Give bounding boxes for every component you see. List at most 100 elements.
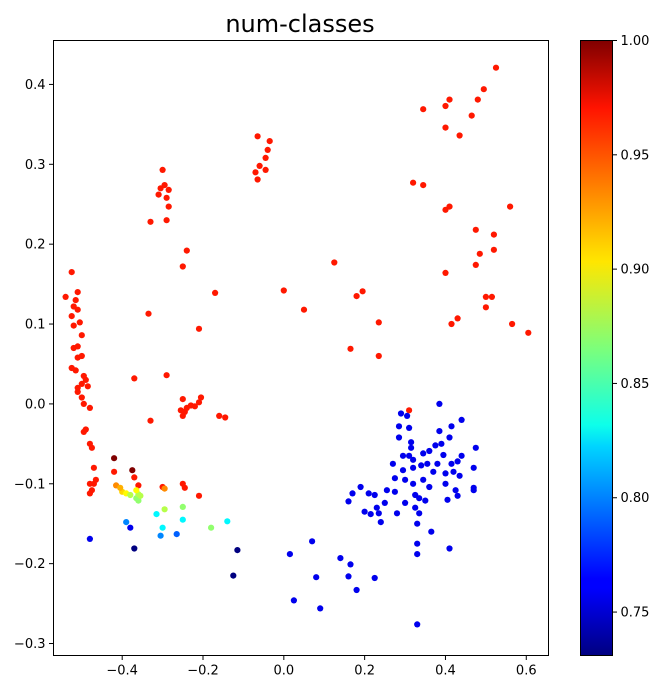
scatter-point	[331, 259, 338, 266]
scatter-point	[454, 492, 461, 499]
scatter-point	[309, 538, 316, 545]
scatter-point	[402, 499, 409, 506]
x-tick-label: −0.2	[187, 664, 219, 679]
scatter-point	[430, 468, 437, 475]
scatter-point	[147, 218, 154, 225]
scatter-point	[131, 375, 138, 382]
scatter-point	[197, 394, 205, 401]
scatter-point	[78, 380, 85, 387]
scatter-point	[74, 388, 81, 395]
scatter-point	[446, 96, 453, 103]
scatter-point	[163, 217, 170, 224]
scatter-point	[256, 162, 263, 169]
scatter-point	[127, 491, 134, 499]
scatter-point	[472, 261, 479, 268]
scatter-point	[490, 231, 497, 238]
scatter-point	[72, 367, 79, 374]
plot-frame	[53, 40, 549, 656]
scatter-point	[181, 484, 188, 491]
scatter-point	[123, 519, 130, 526]
scatter-point	[137, 492, 144, 499]
scatter-point	[224, 518, 231, 525]
scatter-point	[375, 510, 382, 517]
scatter-point	[454, 458, 461, 465]
scatter-point	[173, 531, 180, 538]
colorbar-tick-label: 0.75	[621, 606, 650, 621]
scatter-point	[482, 293, 489, 300]
scatter-point	[404, 412, 411, 419]
scatter-point	[361, 508, 368, 515]
scatter-point	[86, 404, 93, 411]
scatter-point	[391, 475, 398, 482]
points-layer	[62, 64, 532, 628]
scatter-point	[345, 573, 352, 580]
scatter-point	[86, 535, 93, 543]
scatter-point	[454, 315, 461, 322]
scatter-point	[357, 483, 364, 491]
scatter-point	[145, 310, 152, 317]
scatter-point	[159, 524, 166, 531]
scatter-point	[420, 450, 427, 457]
scatter-point	[286, 551, 293, 558]
scatter-point	[133, 487, 140, 494]
scatter-point	[165, 186, 172, 193]
colorbar-ticks: 0.75 0.80 0.85 0.90 0.95 1.00	[612, 34, 650, 621]
scatter-point	[480, 86, 487, 93]
scatter-point	[62, 293, 69, 300]
scatter-point	[252, 169, 259, 176]
scatter-point	[254, 133, 261, 140]
scatter-point	[452, 487, 459, 494]
scatter-point	[127, 524, 134, 531]
scatter-point	[349, 490, 356, 497]
scatter-point	[347, 561, 354, 568]
scatter-point	[266, 138, 273, 145]
scatter-point	[157, 532, 164, 539]
scatter-point	[345, 498, 352, 505]
scatter-point	[74, 343, 81, 350]
scatter-point	[375, 352, 382, 360]
scatter-point	[412, 504, 419, 511]
scatter-point	[492, 64, 500, 71]
scatter-point	[444, 496, 451, 503]
scatter-point	[410, 456, 417, 463]
scatter-point	[525, 329, 532, 336]
scatter-point	[371, 574, 378, 582]
scatter-point	[347, 345, 354, 352]
scatter-point	[426, 447, 433, 455]
scatter-point	[406, 424, 413, 431]
scatter-point	[262, 154, 269, 161]
scatter-point	[68, 313, 75, 320]
scatter-point	[408, 439, 415, 446]
scatter-point	[234, 547, 241, 554]
scatter-point	[508, 320, 516, 328]
scatter-point	[381, 499, 388, 506]
colorbar-tick-label: 0.95	[621, 148, 650, 163]
x-tick-label: 0.4	[435, 664, 456, 679]
scatter-point	[80, 400, 87, 407]
scatter-point	[135, 482, 142, 489]
scatter-point	[446, 434, 453, 441]
scatter-point	[395, 434, 403, 441]
scatter-point	[399, 452, 407, 459]
colorbar-gradient	[580, 40, 612, 656]
scatter-point	[195, 399, 203, 406]
scatter-point	[414, 520, 421, 527]
scatter-point	[426, 483, 433, 491]
scatter-point	[490, 246, 497, 253]
scatter-point	[317, 605, 324, 612]
scatter-point	[472, 444, 479, 451]
scatter-point	[367, 510, 374, 518]
y-tick-label: 0.3	[25, 158, 46, 173]
scatter-point	[448, 423, 455, 430]
scatter-point	[476, 250, 483, 257]
scatter-point	[397, 410, 405, 417]
scatter-point	[78, 332, 85, 339]
scatter-point	[458, 416, 465, 423]
scatter-point	[163, 372, 170, 379]
scatter-point	[406, 407, 413, 414]
scatter-point	[434, 460, 441, 467]
scatter-point	[191, 403, 198, 410]
scatter-point	[377, 519, 384, 526]
scatter-point	[418, 462, 425, 469]
colorbar-tick-label: 1.00	[621, 34, 650, 49]
